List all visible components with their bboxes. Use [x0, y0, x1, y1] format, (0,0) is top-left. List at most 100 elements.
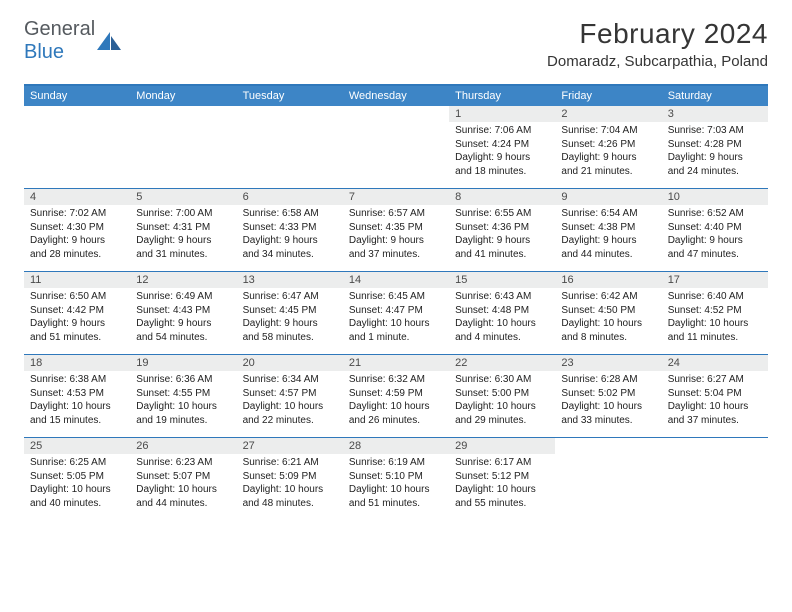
day-info: Sunrise: 6:30 AMSunset: 5:00 PMDaylight:… [449, 371, 555, 427]
weeks-container: 1Sunrise: 7:06 AMSunset: 4:24 PMDaylight… [24, 106, 768, 520]
day-cell [130, 106, 236, 188]
daylight-line-a: Daylight: 9 hours [136, 317, 230, 331]
dayheader-monday: Monday [130, 86, 236, 106]
daylight-line-b: and 51 minutes. [349, 497, 443, 511]
day-info: Sunrise: 6:21 AMSunset: 5:09 PMDaylight:… [237, 454, 343, 510]
day-number: 24 [662, 355, 768, 371]
daylight-line-a: Daylight: 10 hours [349, 483, 443, 497]
sunset-line: Sunset: 5:00 PM [455, 387, 549, 401]
sunrise-line: Sunrise: 6:54 AM [561, 207, 655, 221]
sunset-line: Sunset: 4:40 PM [668, 221, 762, 235]
daylight-line-b: and 31 minutes. [136, 248, 230, 262]
dayheader-tuesday: Tuesday [237, 86, 343, 106]
sunrise-line: Sunrise: 6:27 AM [668, 373, 762, 387]
sunset-line: Sunset: 4:36 PM [455, 221, 549, 235]
daylight-line-b: and 29 minutes. [455, 414, 549, 428]
sunrise-line: Sunrise: 6:57 AM [349, 207, 443, 221]
day-cell: 16Sunrise: 6:42 AMSunset: 4:50 PMDayligh… [555, 272, 661, 354]
day-cell [343, 106, 449, 188]
sunrise-line: Sunrise: 6:25 AM [30, 456, 124, 470]
day-headers: Sunday Monday Tuesday Wednesday Thursday… [24, 86, 768, 106]
sunrise-line: Sunrise: 6:19 AM [349, 456, 443, 470]
day-cell [662, 438, 768, 520]
daylight-line-a: Daylight: 9 hours [561, 151, 655, 165]
sunset-line: Sunset: 4:52 PM [668, 304, 762, 318]
day-number: 21 [343, 355, 449, 371]
daylight-line-b: and 51 minutes. [30, 331, 124, 345]
day-cell [555, 438, 661, 520]
sunset-line: Sunset: 4:48 PM [455, 304, 549, 318]
sunrise-line: Sunrise: 7:03 AM [668, 124, 762, 138]
sunrise-line: Sunrise: 7:06 AM [455, 124, 549, 138]
week-row: 25Sunrise: 6:25 AMSunset: 5:05 PMDayligh… [24, 437, 768, 520]
day-info: Sunrise: 6:38 AMSunset: 4:53 PMDaylight:… [24, 371, 130, 427]
daylight-line-b: and 47 minutes. [668, 248, 762, 262]
logo: General Blue [24, 18, 123, 64]
day-number: 11 [24, 272, 130, 288]
day-number: 14 [343, 272, 449, 288]
sunset-line: Sunset: 4:55 PM [136, 387, 230, 401]
sunset-line: Sunset: 4:43 PM [136, 304, 230, 318]
daylight-line-a: Daylight: 9 hours [243, 317, 337, 331]
day-cell: 14Sunrise: 6:45 AMSunset: 4:47 PMDayligh… [343, 272, 449, 354]
sunrise-line: Sunrise: 6:34 AM [243, 373, 337, 387]
day-info: Sunrise: 6:52 AMSunset: 4:40 PMDaylight:… [662, 205, 768, 261]
day-number: 16 [555, 272, 661, 288]
dayheader-thursday: Thursday [449, 86, 555, 106]
day-cell: 10Sunrise: 6:52 AMSunset: 4:40 PMDayligh… [662, 189, 768, 271]
calendar: Sunday Monday Tuesday Wednesday Thursday… [24, 84, 768, 520]
sunrise-line: Sunrise: 6:36 AM [136, 373, 230, 387]
daylight-line-b: and 54 minutes. [136, 331, 230, 345]
sunset-line: Sunset: 4:57 PM [243, 387, 337, 401]
daylight-line-b: and 37 minutes. [668, 414, 762, 428]
daylight-line-b: and 48 minutes. [243, 497, 337, 511]
day-info: Sunrise: 6:19 AMSunset: 5:10 PMDaylight:… [343, 454, 449, 510]
day-cell: 9Sunrise: 6:54 AMSunset: 4:38 PMDaylight… [555, 189, 661, 271]
daylight-line-b: and 33 minutes. [561, 414, 655, 428]
daylight-line-a: Daylight: 10 hours [243, 400, 337, 414]
day-number: 6 [237, 189, 343, 205]
daylight-line-a: Daylight: 9 hours [668, 234, 762, 248]
sunset-line: Sunset: 4:26 PM [561, 138, 655, 152]
daylight-line-b: and 21 minutes. [561, 165, 655, 179]
day-info: Sunrise: 7:03 AMSunset: 4:28 PMDaylight:… [662, 122, 768, 178]
day-info: Sunrise: 6:50 AMSunset: 4:42 PMDaylight:… [24, 288, 130, 344]
day-cell: 3Sunrise: 7:03 AMSunset: 4:28 PMDaylight… [662, 106, 768, 188]
calendar-page: General Blue February 2024 Domaradz, Sub… [0, 0, 792, 538]
day-cell: 11Sunrise: 6:50 AMSunset: 4:42 PMDayligh… [24, 272, 130, 354]
day-number: 1 [449, 106, 555, 122]
week-row: 11Sunrise: 6:50 AMSunset: 4:42 PMDayligh… [24, 271, 768, 354]
daylight-line-a: Daylight: 10 hours [30, 483, 124, 497]
sunset-line: Sunset: 5:12 PM [455, 470, 549, 484]
day-info: Sunrise: 6:58 AMSunset: 4:33 PMDaylight:… [237, 205, 343, 261]
day-number: 27 [237, 438, 343, 454]
daylight-line-b: and 37 minutes. [349, 248, 443, 262]
empty-day [662, 438, 768, 454]
day-number: 23 [555, 355, 661, 371]
daylight-line-a: Daylight: 10 hours [455, 400, 549, 414]
daylight-line-b: and 58 minutes. [243, 331, 337, 345]
day-cell: 19Sunrise: 6:36 AMSunset: 4:55 PMDayligh… [130, 355, 236, 437]
day-number: 19 [130, 355, 236, 371]
day-cell: 1Sunrise: 7:06 AMSunset: 4:24 PMDaylight… [449, 106, 555, 188]
daylight-line-a: Daylight: 10 hours [136, 483, 230, 497]
day-info: Sunrise: 6:57 AMSunset: 4:35 PMDaylight:… [343, 205, 449, 261]
empty-day [130, 106, 236, 122]
daylight-line-a: Daylight: 10 hours [561, 317, 655, 331]
day-number: 12 [130, 272, 236, 288]
daylight-line-a: Daylight: 10 hours [455, 483, 549, 497]
empty-day [343, 106, 449, 122]
day-cell: 15Sunrise: 6:43 AMSunset: 4:48 PMDayligh… [449, 272, 555, 354]
day-cell: 17Sunrise: 6:40 AMSunset: 4:52 PMDayligh… [662, 272, 768, 354]
day-cell: 13Sunrise: 6:47 AMSunset: 4:45 PMDayligh… [237, 272, 343, 354]
day-number: 25 [24, 438, 130, 454]
sunset-line: Sunset: 4:45 PM [243, 304, 337, 318]
sunrise-line: Sunrise: 6:43 AM [455, 290, 549, 304]
sunrise-line: Sunrise: 6:28 AM [561, 373, 655, 387]
dayheader-friday: Friday [555, 86, 661, 106]
daylight-line-b: and 4 minutes. [455, 331, 549, 345]
day-cell: 6Sunrise: 6:58 AMSunset: 4:33 PMDaylight… [237, 189, 343, 271]
daylight-line-b: and 22 minutes. [243, 414, 337, 428]
day-cell: 5Sunrise: 7:00 AMSunset: 4:31 PMDaylight… [130, 189, 236, 271]
day-number: 15 [449, 272, 555, 288]
